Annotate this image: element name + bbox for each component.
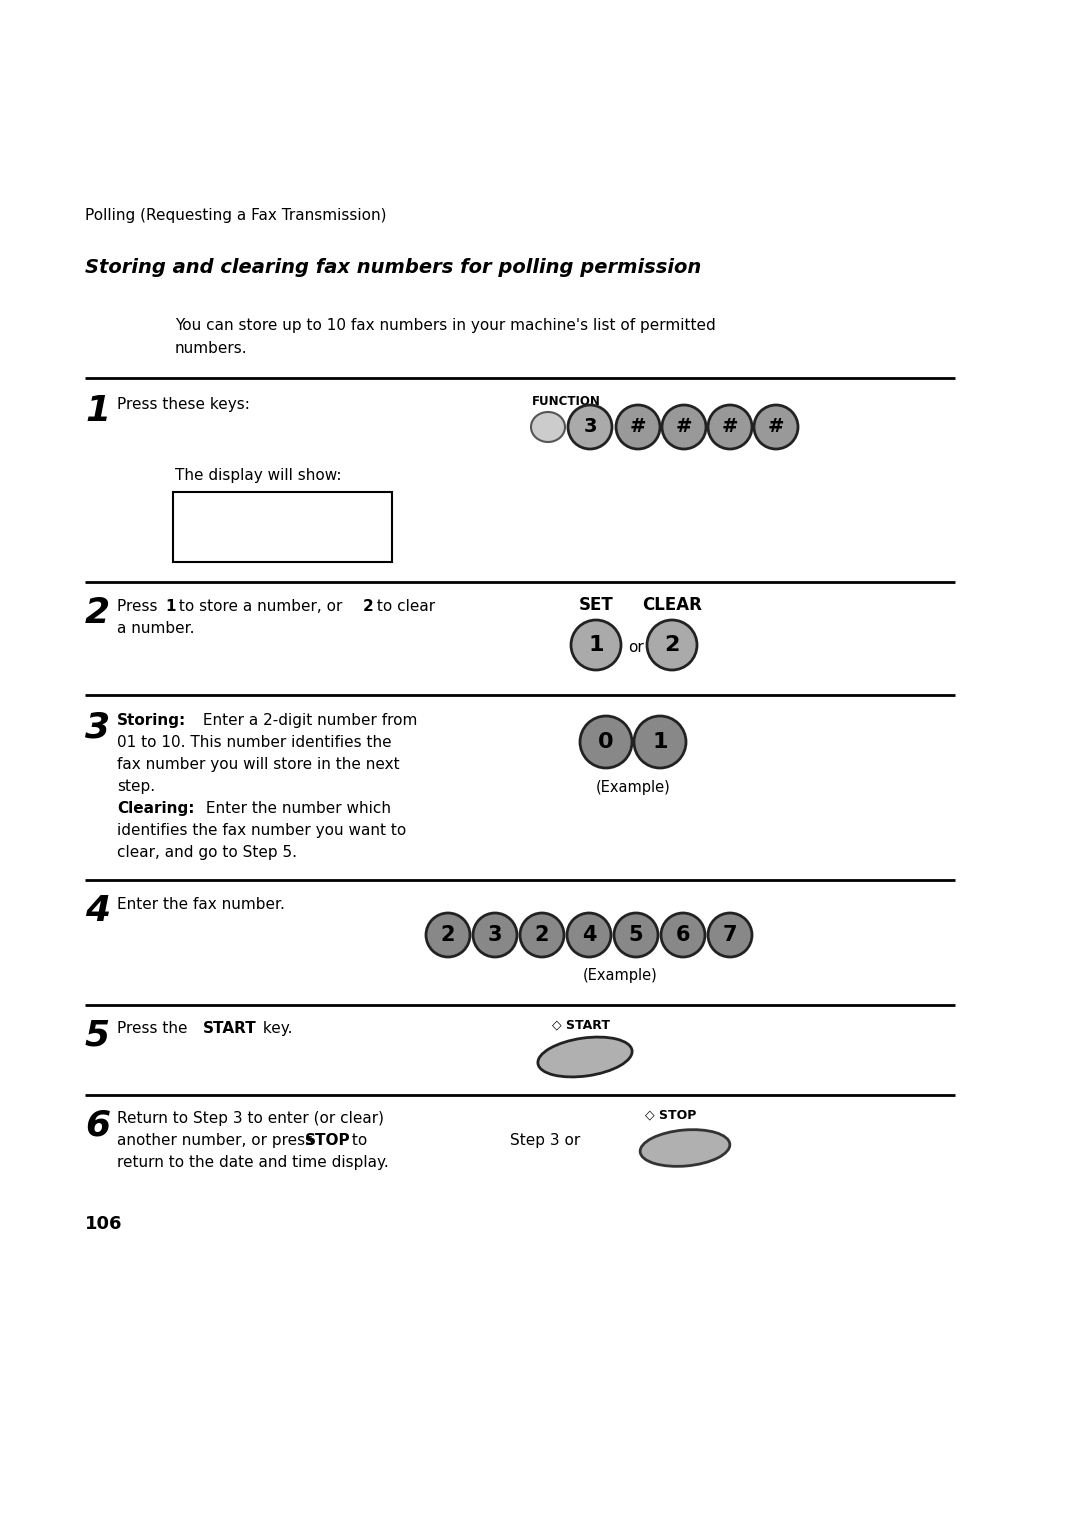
Ellipse shape	[647, 620, 697, 669]
Text: 2: 2	[85, 596, 110, 630]
Text: (Example): (Example)	[596, 779, 671, 795]
Text: ◇ START: ◇ START	[552, 1018, 610, 1031]
Text: Enter the number which: Enter the number which	[201, 801, 391, 816]
Text: Press these keys:: Press these keys:	[117, 397, 249, 413]
Text: Storing and clearing fax numbers for polling permission: Storing and clearing fax numbers for pol…	[85, 258, 701, 277]
Ellipse shape	[615, 914, 658, 957]
Text: 5: 5	[85, 1018, 110, 1051]
Text: #: #	[721, 417, 739, 437]
Text: Press the: Press the	[117, 1021, 192, 1036]
Text: #: #	[768, 417, 784, 437]
Text: numbers.: numbers.	[175, 341, 247, 356]
Ellipse shape	[567, 914, 611, 957]
Text: another number, or press: another number, or press	[117, 1132, 318, 1148]
Text: 0: 0	[598, 732, 613, 752]
Text: 3: 3	[583, 417, 597, 437]
Text: You can store up to 10 fax numbers in your machine's list of permitted: You can store up to 10 fax numbers in yo…	[175, 318, 716, 333]
Ellipse shape	[662, 405, 706, 449]
Text: 2: 2	[441, 924, 456, 944]
Text: 1: 1	[85, 394, 110, 428]
Text: CLEAR: CLEAR	[643, 596, 702, 614]
Text: 1=SET, 2=CLEAR: 1=SET, 2=CLEAR	[183, 530, 306, 545]
Text: 5: 5	[629, 924, 644, 944]
Text: key.: key.	[258, 1021, 293, 1036]
Text: 2: 2	[363, 599, 374, 614]
Text: Clearing:: Clearing:	[117, 801, 194, 816]
Text: 1: 1	[652, 732, 667, 752]
Text: 4: 4	[582, 924, 596, 944]
Text: 2: 2	[664, 636, 679, 656]
Text: 1: 1	[165, 599, 175, 614]
Text: Press: Press	[117, 599, 162, 614]
Ellipse shape	[531, 413, 565, 442]
Text: 6: 6	[85, 1108, 110, 1141]
Ellipse shape	[519, 914, 564, 957]
Text: a number.: a number.	[117, 620, 194, 636]
Text: 2: 2	[535, 924, 550, 944]
Text: return to the date and time display.: return to the date and time display.	[117, 1155, 389, 1170]
Ellipse shape	[571, 620, 621, 669]
Text: 3: 3	[85, 711, 110, 744]
Ellipse shape	[568, 405, 612, 449]
Text: 1: 1	[589, 636, 604, 656]
Ellipse shape	[708, 914, 752, 957]
Text: clear, and go to Step 5.: clear, and go to Step 5.	[117, 845, 297, 860]
Text: The display will show:: The display will show:	[175, 468, 341, 483]
Text: 106: 106	[85, 1215, 122, 1233]
Ellipse shape	[473, 914, 517, 957]
Text: 3: 3	[488, 924, 502, 944]
Text: 7: 7	[723, 924, 738, 944]
Ellipse shape	[640, 1129, 730, 1166]
Text: identifies the fax number you want to: identifies the fax number you want to	[117, 824, 406, 837]
Text: PASSCODE # MODE: PASSCODE # MODE	[183, 503, 314, 516]
Text: or: or	[629, 640, 644, 656]
Text: to: to	[347, 1132, 367, 1148]
Text: #: #	[630, 417, 646, 437]
FancyBboxPatch shape	[173, 492, 392, 562]
Text: #: #	[676, 417, 692, 437]
Text: Polling (Requesting a Fax Transmission): Polling (Requesting a Fax Transmission)	[85, 208, 387, 223]
Text: (Example): (Example)	[582, 969, 658, 983]
Text: SET: SET	[579, 596, 613, 614]
Text: Return to Step 3 to enter (or clear): Return to Step 3 to enter (or clear)	[117, 1111, 384, 1126]
Text: Storing:: Storing:	[117, 714, 186, 727]
Ellipse shape	[616, 405, 660, 449]
Text: Enter the fax number.: Enter the fax number.	[117, 897, 285, 912]
Text: FUNCTION: FUNCTION	[532, 396, 600, 408]
Text: Step 3 or: Step 3 or	[510, 1132, 580, 1148]
Ellipse shape	[661, 914, 705, 957]
Ellipse shape	[426, 914, 470, 957]
Text: ◇ STOP: ◇ STOP	[645, 1108, 697, 1122]
Text: STOP: STOP	[305, 1132, 351, 1148]
Text: to clear: to clear	[372, 599, 435, 614]
Text: step.: step.	[117, 779, 156, 795]
Text: fax number you will store in the next: fax number you will store in the next	[117, 756, 400, 772]
Text: to store a number, or: to store a number, or	[174, 599, 348, 614]
Text: 6: 6	[676, 924, 690, 944]
Ellipse shape	[580, 717, 632, 769]
Text: 01 to 10. This number identifies the: 01 to 10. This number identifies the	[117, 735, 392, 750]
Ellipse shape	[538, 1038, 632, 1077]
Ellipse shape	[634, 717, 686, 769]
Text: 4: 4	[85, 894, 110, 927]
Ellipse shape	[754, 405, 798, 449]
Text: START: START	[203, 1021, 257, 1036]
Text: Enter a 2-digit number from: Enter a 2-digit number from	[198, 714, 417, 727]
Ellipse shape	[708, 405, 752, 449]
